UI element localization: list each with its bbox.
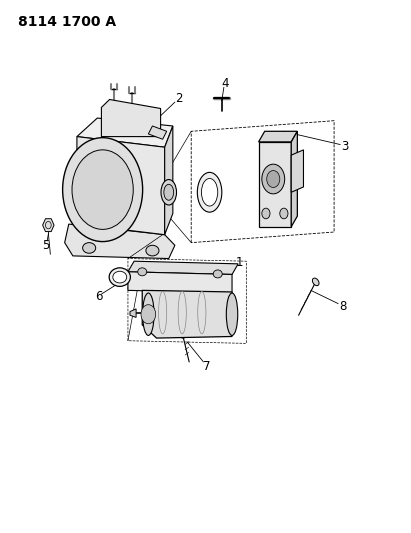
Text: 7: 7 [203,360,210,373]
Ellipse shape [109,268,130,286]
Ellipse shape [213,270,222,278]
Polygon shape [43,219,54,231]
Circle shape [267,171,280,188]
Text: 6: 6 [95,290,102,303]
Text: 2: 2 [175,92,183,105]
Ellipse shape [180,333,186,338]
Polygon shape [291,131,297,227]
Text: 5: 5 [42,239,49,252]
Polygon shape [128,272,232,293]
Text: 8: 8 [339,300,346,313]
Ellipse shape [113,271,127,283]
Polygon shape [77,118,173,147]
Ellipse shape [161,180,176,205]
Circle shape [141,193,156,213]
Polygon shape [259,131,297,142]
Circle shape [141,305,156,324]
Text: 3: 3 [342,140,349,152]
Ellipse shape [138,268,147,276]
Circle shape [262,164,285,194]
Ellipse shape [146,245,159,256]
Text: 4: 4 [222,77,229,90]
Ellipse shape [197,172,222,212]
Polygon shape [165,126,173,235]
Polygon shape [259,142,291,227]
Polygon shape [77,136,165,235]
Ellipse shape [312,278,319,286]
Circle shape [62,138,143,241]
Text: 8114 1700 A: 8114 1700 A [18,14,116,29]
Polygon shape [148,126,167,139]
Polygon shape [65,224,175,259]
Polygon shape [291,150,303,192]
Ellipse shape [226,293,238,335]
Polygon shape [130,309,136,317]
Polygon shape [128,261,238,274]
Ellipse shape [201,179,218,206]
Circle shape [145,198,152,208]
Circle shape [280,208,288,219]
Circle shape [72,150,133,229]
Polygon shape [102,100,161,136]
Circle shape [262,208,270,219]
Ellipse shape [143,293,154,335]
Text: 1: 1 [236,256,244,269]
Ellipse shape [83,243,96,253]
Polygon shape [142,290,232,338]
Ellipse shape [164,184,174,200]
